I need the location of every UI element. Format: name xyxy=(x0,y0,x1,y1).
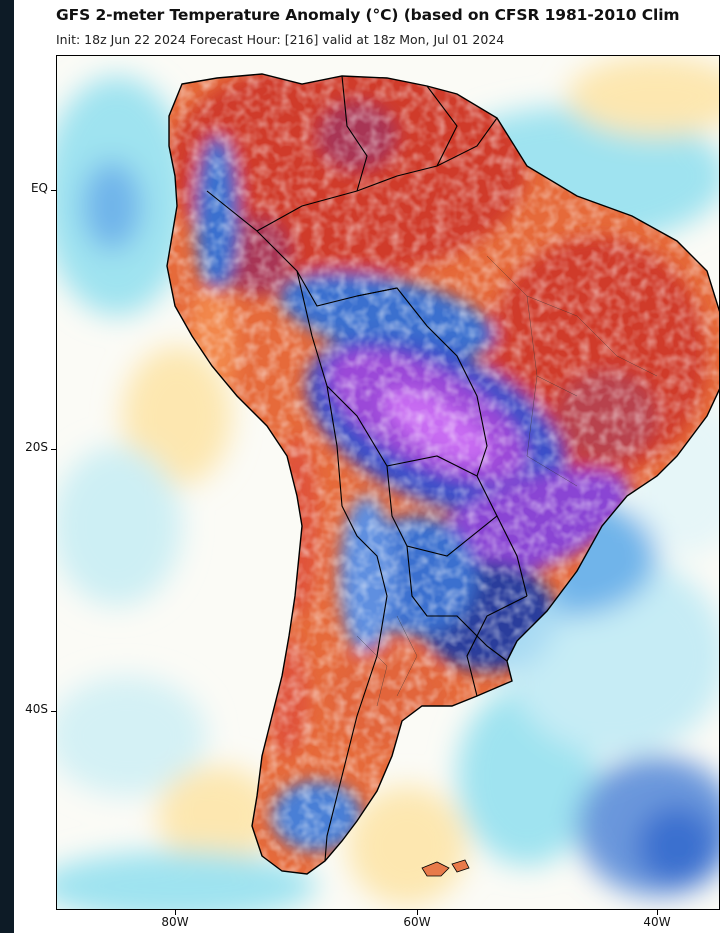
ocean-anomaly-field xyxy=(57,56,719,909)
lon-tick-40w xyxy=(657,910,658,915)
lon-tick-60w xyxy=(417,910,418,915)
lon-tick-80w xyxy=(175,910,176,915)
map-subtitle: Init: 18z Jun 22 2024 Forecast Hour: [21… xyxy=(56,32,505,47)
lon-label-40w: 40W xyxy=(643,915,671,929)
lon-label-80w: 80W xyxy=(161,915,189,929)
lat-label-eq: EQ xyxy=(30,181,48,195)
country-borders xyxy=(206,75,528,862)
lat-tick-eq xyxy=(51,190,56,191)
map-title: GFS 2-meter Temperature Anomaly (°C) (ba… xyxy=(56,6,680,24)
falkland-islands xyxy=(421,859,470,877)
lat-label-20s: 20S xyxy=(25,440,48,454)
lat-tick-20s xyxy=(51,449,56,450)
state-borders xyxy=(356,255,658,707)
temperature-anomaly-map[interactable] xyxy=(57,56,720,910)
lat-tick-40s xyxy=(51,711,56,712)
map-figure: GFS 2-meter Temperature Anomaly (°C) (ba… xyxy=(14,0,720,933)
coastline xyxy=(166,73,719,875)
lon-label-60w: 60W xyxy=(403,915,431,929)
lat-label-40s: 40S xyxy=(25,702,48,716)
map-panel[interactable] xyxy=(56,55,720,910)
